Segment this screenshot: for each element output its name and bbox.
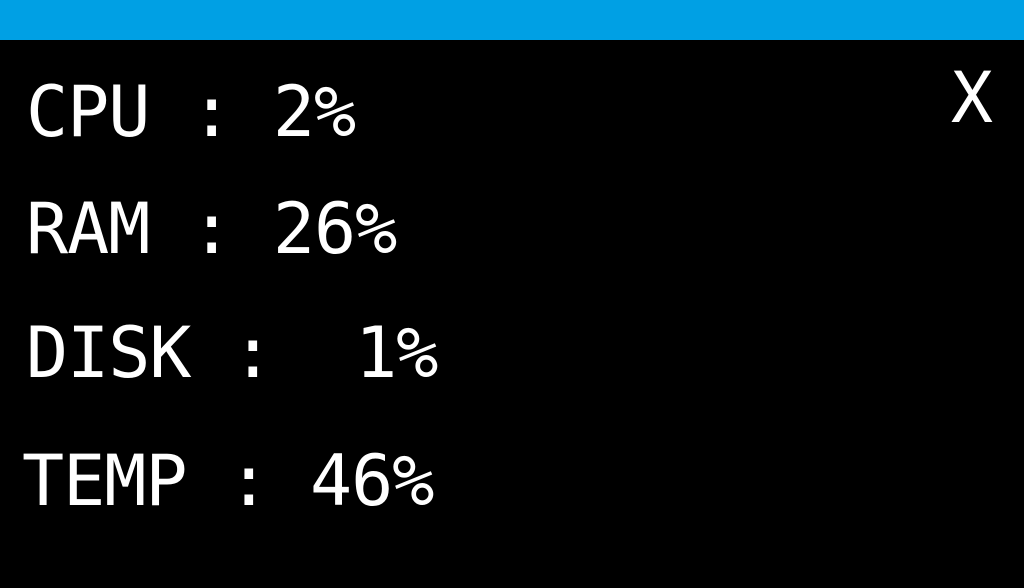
disk-value: 1% [314,312,438,394]
ram-separator: : [149,188,273,270]
cpu-separator: : [149,71,273,153]
top-bar [0,0,1024,40]
disk-separator: : [190,312,315,394]
temp-label: TEMP [22,440,188,522]
cpu-value: 2% [272,71,356,153]
disk-label: DISK [26,312,192,394]
temp-stat-row: TEMP : 46% [22,440,434,522]
ram-stat-row: RAM : 26% [26,188,397,270]
ram-label: RAM [26,188,150,270]
close-button[interactable]: X [950,57,994,139]
temp-value: 46% [310,440,434,522]
cpu-label: CPU [26,71,150,153]
temp-separator: : [186,440,311,522]
disk-stat-row: DISK : 1% [26,312,438,394]
cpu-stat-row: CPU : 2% [26,71,356,153]
ram-value: 26% [272,188,397,270]
